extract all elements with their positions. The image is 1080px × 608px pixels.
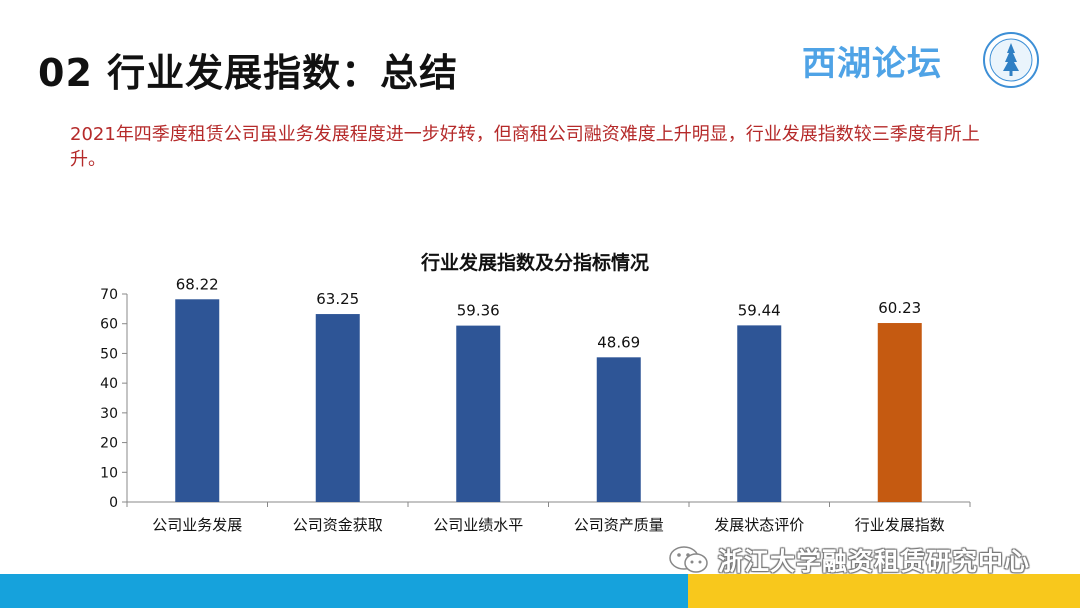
bar-value-label: 60.23	[878, 299, 921, 317]
bar-value-label: 63.25	[316, 290, 359, 308]
y-tick-label: 70	[100, 287, 118, 303]
bar	[877, 323, 922, 502]
bar	[737, 325, 782, 502]
y-tick-label: 0	[109, 495, 118, 511]
y-tick-label: 10	[100, 465, 118, 481]
bar-value-label: 59.36	[457, 302, 500, 320]
page-title: 02 行业发展指数：总结	[38, 51, 459, 95]
footer-brand: 浙江大学融资租赁研究中心	[668, 542, 1030, 578]
footer-bar-blue	[0, 574, 688, 608]
x-tick-label: 发展状态评价	[714, 516, 804, 534]
bar-value-label: 68.22	[176, 275, 219, 293]
y-tick-label: 30	[100, 406, 118, 422]
bar	[315, 314, 360, 502]
forum-emblem-icon	[983, 32, 1039, 88]
x-tick-label: 公司业务发展	[152, 516, 242, 534]
bar	[596, 357, 641, 502]
x-tick-label: 公司业绩水平	[433, 516, 523, 534]
bar	[175, 299, 220, 502]
y-tick-label: 60	[100, 317, 118, 333]
summary-text: 年四季度租赁公司虽业务发展程度进一步好转，但商租公司融资难度上升明显，行业发展指…	[70, 124, 980, 170]
footer-brand-text: 浙江大学融资租赁研究中心	[718, 547, 1031, 576]
x-tick-label: 公司资产质量	[574, 516, 664, 534]
y-tick-label: 20	[100, 436, 118, 452]
chart-title: 行业发展指数及分指标情况	[420, 251, 649, 274]
wechat-icon	[669, 546, 708, 573]
x-tick-label: 行业发展指数	[855, 516, 945, 534]
y-tick-label: 50	[100, 346, 118, 362]
footer-bar-yellow	[688, 574, 1080, 608]
summary-paragraph: 2021年四季度租赁公司虽业务发展程度进一步好转，但商租公司融资难度上升明显，行…	[70, 122, 990, 172]
summary-year: 2021	[70, 124, 116, 145]
bar	[456, 325, 501, 502]
brand-logo-text: 西湖论坛	[802, 44, 942, 84]
y-tick-label: 40	[100, 376, 118, 392]
bar-value-label: 59.44	[738, 301, 781, 319]
bar-value-label: 48.69	[597, 333, 640, 351]
x-tick-label: 公司资金获取	[293, 516, 383, 534]
